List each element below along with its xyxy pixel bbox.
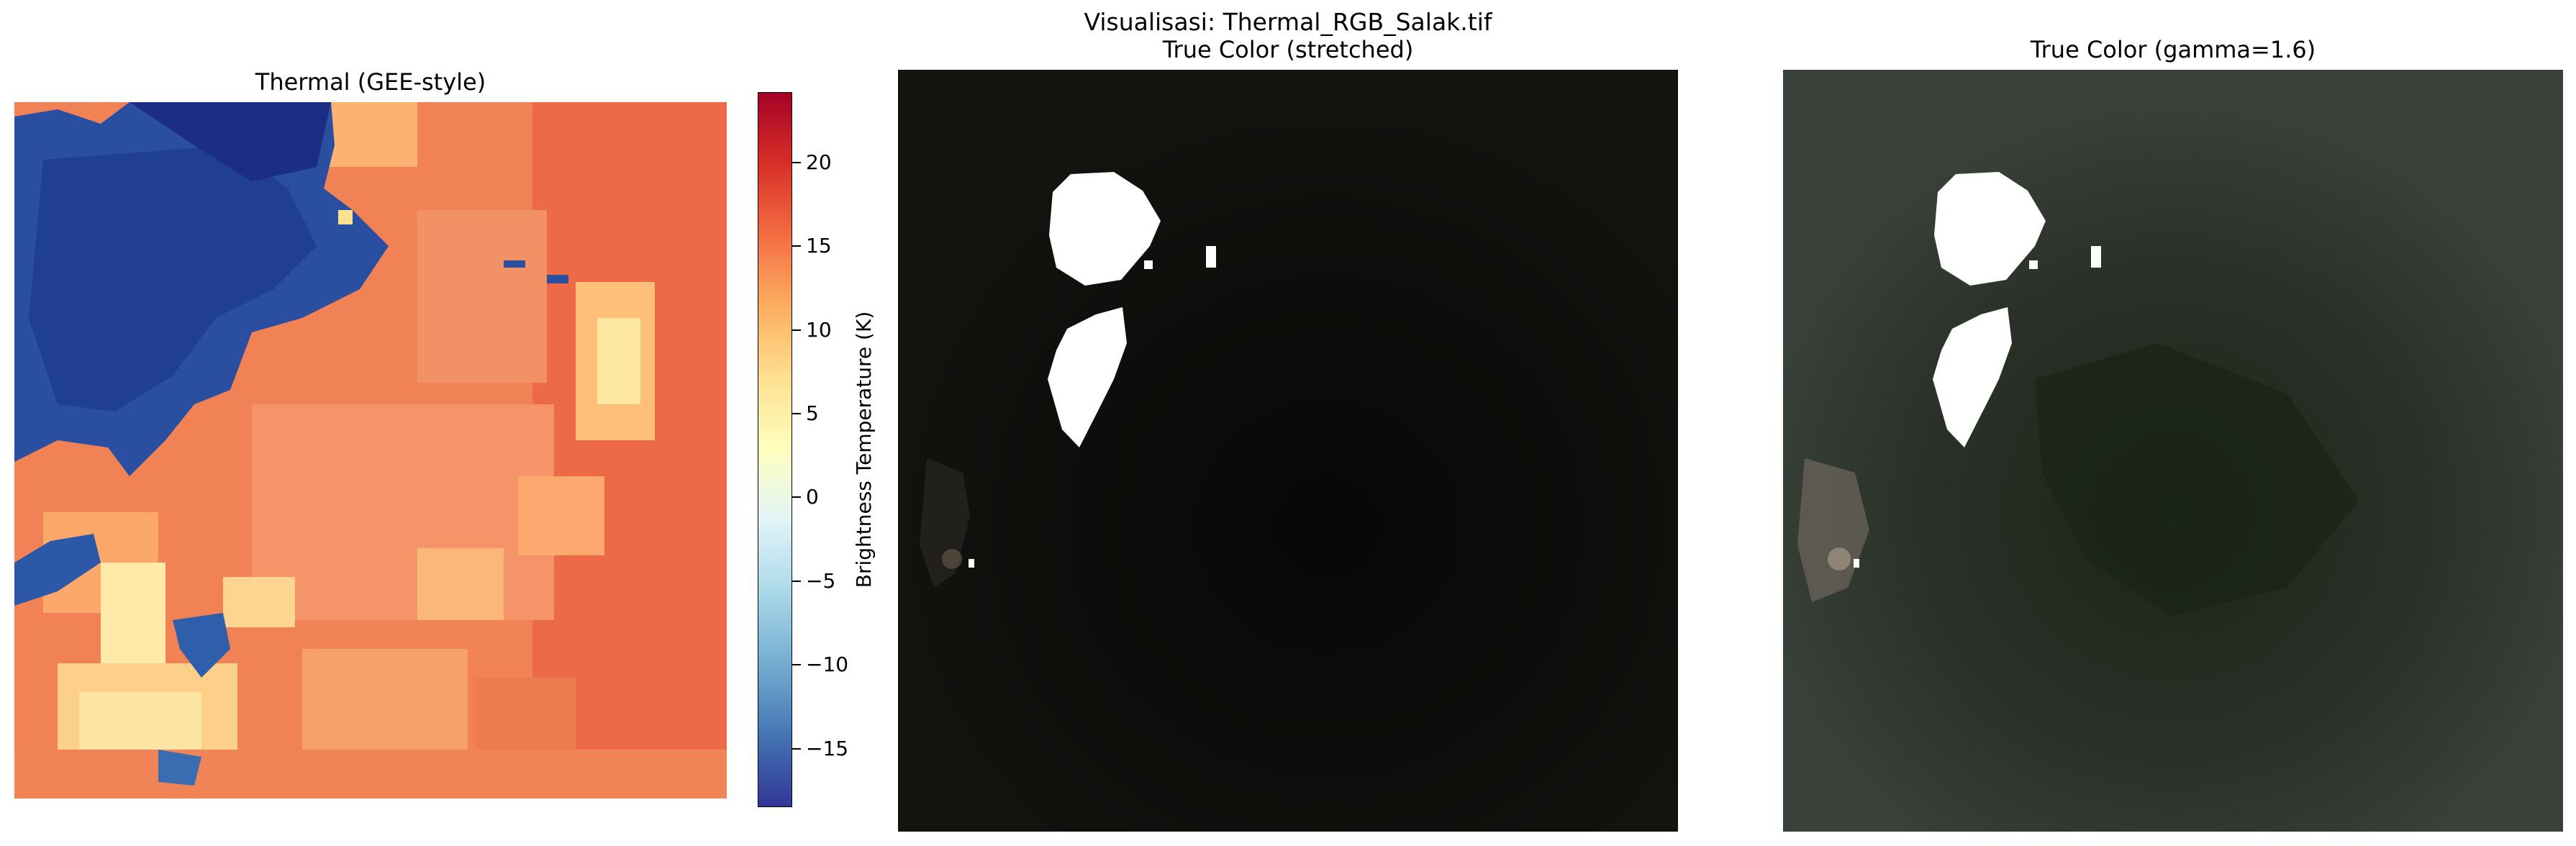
- colorbar-tick: [792, 412, 801, 414]
- colorbar-tick-label: 20: [806, 150, 832, 174]
- truecolor-stretched-image: [898, 70, 1678, 832]
- colorbar-tick-label: −15: [806, 736, 849, 760]
- colorbar-tick: [792, 664, 801, 666]
- truecolor-stretched-title: True Color (stretched): [1162, 36, 1414, 63]
- colorbar-tick: [792, 747, 801, 750]
- colorbar-tick-label: −5: [806, 568, 836, 593]
- colorbar-tick: [792, 245, 801, 247]
- colorbar-tick: [792, 580, 801, 582]
- colorbar-tick-label: 10: [806, 317, 832, 342]
- truecolor-gamma-title: True Color (gamma=1.6): [2030, 36, 2316, 63]
- truecolor-gamma-image: [1783, 70, 2563, 832]
- colorbar-tick-label: 5: [806, 401, 819, 425]
- thermal-image: [14, 102, 727, 799]
- colorbar-tick-label: −10: [806, 652, 849, 677]
- colorbar-tick: [792, 496, 801, 499]
- colorbar-tick-label: 0: [806, 485, 819, 509]
- figure-suptitle: Visualisasi: Thermal_RGB_Salak.tif: [1084, 8, 1492, 36]
- colorbar-tick: [792, 329, 801, 331]
- thermal-panel-title: Thermal (GEE-style): [255, 68, 486, 96]
- colorbar-tick-label: 15: [806, 234, 832, 258]
- colorbar-tick: [792, 161, 801, 163]
- colorbar: [758, 92, 792, 807]
- colorbar-label: Brightness Temperature (K): [852, 311, 876, 588]
